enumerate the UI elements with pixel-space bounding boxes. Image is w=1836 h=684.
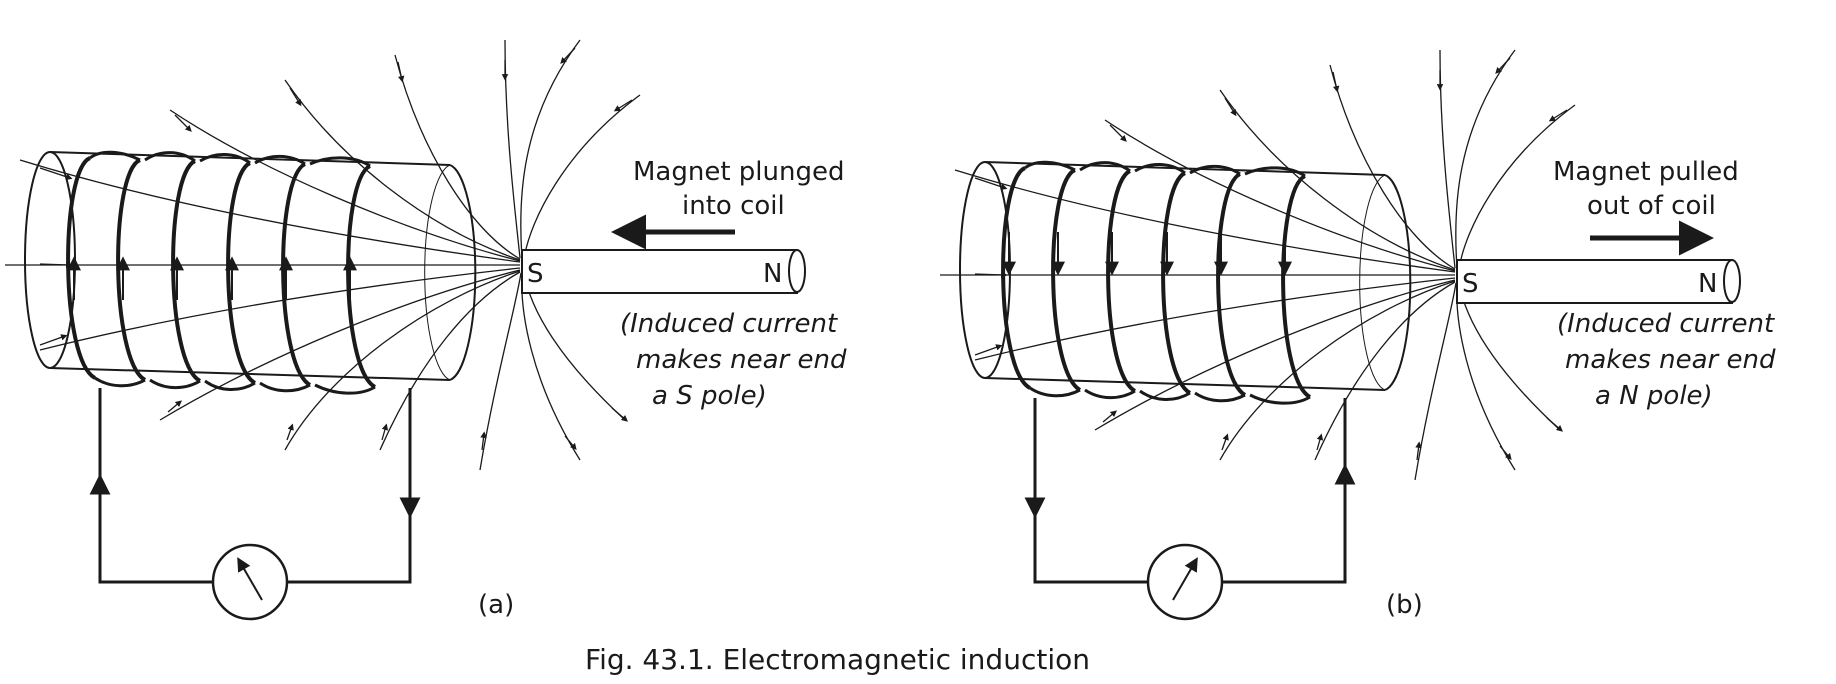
coil-b — [959, 160, 1412, 405]
panel-b-action-line2: out of coil — [1587, 191, 1716, 221]
panel-a: S N Magnet plunged into coil (Induced cu… — [5, 39, 847, 621]
panel-a-label: (a) — [478, 590, 514, 620]
circuit-b — [1024, 398, 1356, 584]
bar-magnet-b: S N — [1456, 259, 1741, 304]
magnet-b-far-pole: N — [1698, 269, 1717, 299]
panel-b-note-line1: (Induced current — [1557, 309, 1775, 339]
magnet-b-near-pole: S — [1462, 269, 1479, 299]
panel-b-note-line2: makes near end — [1565, 345, 1776, 375]
figure-caption: Fig. 43.1. Electromagnetic induction — [585, 643, 1090, 676]
panel-b-note-line3: a N pole) — [1595, 381, 1713, 411]
panel-a-note-line2: makes near end — [636, 345, 847, 375]
bar-magnet-a: S N — [521, 249, 806, 294]
coil-a — [24, 150, 477, 395]
magnet-a-far-pole: N — [763, 259, 782, 289]
panel-a-action-line2: into coil — [682, 191, 785, 221]
circuit-a — [89, 388, 421, 584]
magnet-a-near-pole: S — [527, 259, 544, 289]
galvanometer-a — [211, 543, 289, 621]
panel-a-note-line1: (Induced current — [620, 309, 838, 339]
galvanometer-b — [1146, 543, 1224, 621]
panel-a-action-line1: Magnet plunged — [633, 157, 845, 187]
panel-a-note-line3: a S pole) — [652, 381, 767, 411]
panel-b: S N Magnet pulled out of coil (Induced c… — [940, 49, 1776, 621]
panel-b-action-line1: Magnet pulled — [1553, 157, 1739, 187]
panel-b-label: (b) — [1386, 590, 1423, 620]
